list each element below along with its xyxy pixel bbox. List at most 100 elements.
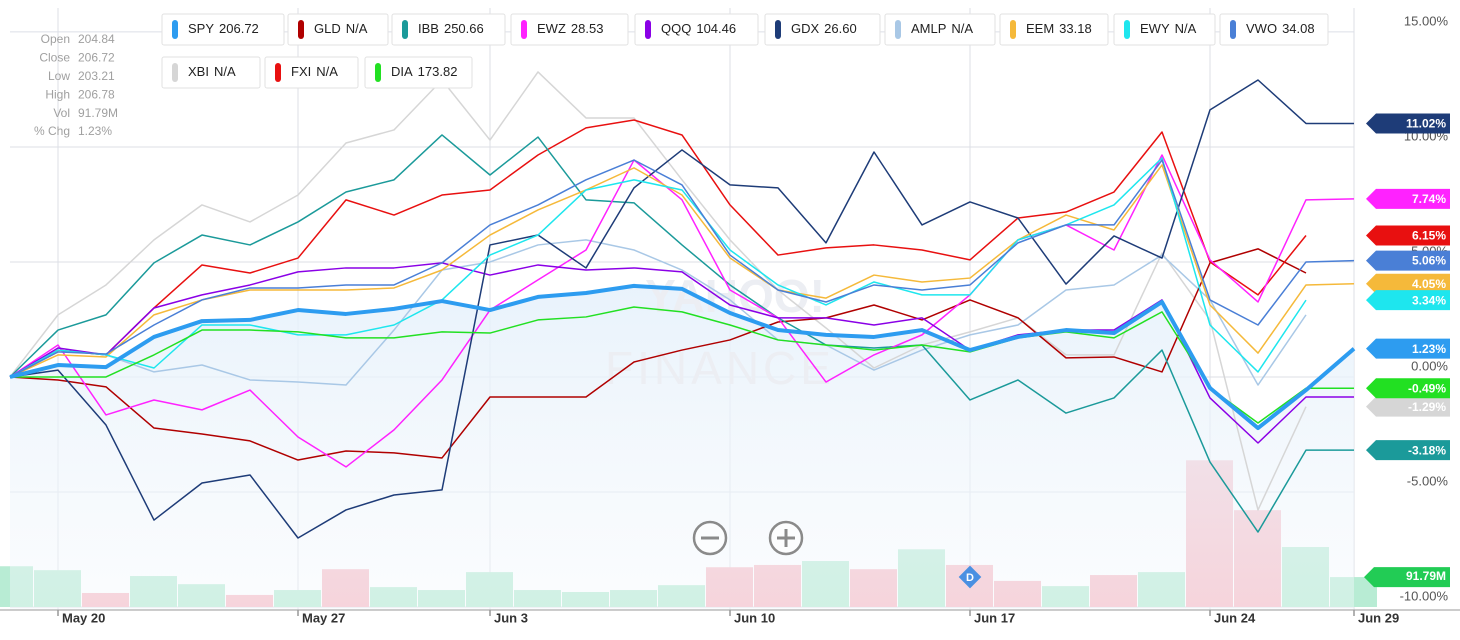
legend-quote: 26.60 [824, 21, 857, 36]
series-line [9, 71, 1307, 511]
legend-quote: N/A [214, 64, 236, 79]
legend-name: SPY [188, 21, 214, 36]
end-tag [1366, 225, 1450, 246]
legend-box [264, 56, 359, 89]
end-tag [1366, 396, 1450, 417]
legend-item[interactable]: GDX 26.60 [764, 13, 881, 46]
end-tag [1366, 113, 1450, 134]
legend-box [287, 13, 389, 46]
info-value: 206.72 [78, 51, 115, 65]
legend-label: FXI N/A [291, 64, 338, 79]
legend-swatch [1124, 20, 1130, 39]
legend-label: SPY 206.72 [188, 21, 259, 36]
series-line [9, 164, 1355, 378]
legend-swatch [775, 20, 781, 39]
end-tag [1366, 188, 1450, 209]
info-label: Vol [53, 106, 70, 120]
legend-item[interactable]: EEM 33.18 [999, 13, 1109, 46]
legend-item[interactable]: XBI N/A [161, 56, 261, 89]
legend-item[interactable]: DIA 173.82 [364, 56, 473, 89]
legend-item[interactable]: IBB 250.66 [391, 13, 506, 46]
legend-name: GDX [791, 21, 820, 36]
series-line [9, 134, 1354, 533]
legend-label: XBI N/A [188, 64, 236, 79]
end-tag [1366, 250, 1450, 271]
end-tag [1366, 378, 1450, 399]
area [10, 285, 1354, 610]
legend-name: EWZ [537, 21, 566, 36]
legend-swatch [645, 20, 651, 39]
legend-item[interactable]: FXI N/A [264, 56, 359, 89]
legend-box [884, 13, 996, 46]
legend-swatch [402, 20, 408, 39]
legend-label: EEM 33.18 [1026, 21, 1092, 36]
legend-name: EEM [1026, 21, 1054, 36]
y-tick-label: -5.00% [1407, 473, 1449, 488]
legend-item[interactable]: QQQ 104.46 [634, 13, 759, 46]
series-line [9, 239, 1307, 386]
end-tag [1366, 440, 1450, 461]
info-value: 206.78 [78, 87, 115, 101]
legend-quote: N/A [316, 64, 338, 79]
legend-name: AMLP [911, 21, 946, 36]
legend-name: EWY [1140, 21, 1170, 36]
legend-name: VWO [1246, 21, 1277, 36]
legend-item[interactable]: SPY 206.72 [161, 13, 285, 46]
volume-tag [1364, 567, 1450, 588]
legend-label: EWZ 28.53 [537, 21, 603, 36]
legend-item[interactable]: EWZ 28.53 [510, 13, 629, 46]
background-layer [0, 8, 1377, 610]
legend-item[interactable]: GLD N/A [287, 13, 389, 46]
y-tick-label: 15.00% [1404, 13, 1449, 28]
legend-quote: 28.53 [571, 21, 604, 36]
info-label: High [45, 87, 70, 101]
legend-box [764, 13, 881, 46]
legend-box [161, 56, 261, 89]
end-label: -1.29% [1408, 400, 1446, 414]
zoom-in-button[interactable] [768, 520, 804, 556]
legend-box [391, 13, 506, 46]
info-value: 1.23% [78, 124, 112, 138]
x-tick-label: Jun 3 [494, 610, 528, 625]
legend-swatch [298, 20, 304, 39]
legend-quote: 34.08 [1282, 21, 1315, 36]
legend-box [510, 13, 629, 46]
legend-quote: 104.46 [696, 21, 736, 36]
legend-box [634, 13, 759, 46]
series-line [9, 157, 1307, 378]
end-label: 4.05% [1412, 277, 1446, 291]
legend-quote: N/A [1175, 21, 1197, 36]
legend-swatch [895, 20, 901, 39]
end-tag [1366, 338, 1450, 359]
legend-item[interactable]: EWY N/A [1113, 13, 1216, 46]
legend-quote: N/A [346, 21, 368, 36]
zoom-out-button[interactable] [692, 520, 728, 556]
legend-swatch [521, 20, 527, 39]
end-label: -3.18% [1408, 443, 1446, 457]
watermark: FINANCE [605, 342, 835, 394]
event-marker-label: D [966, 572, 974, 584]
volume-label: 91.79M [1406, 569, 1446, 583]
legend-box [364, 56, 473, 89]
legend-label: VWO 34.08 [1246, 21, 1315, 36]
legend-name: DIA [391, 64, 413, 79]
overlay-layer: 15.00%10.00%5.00%0.00%-5.00%-10.00%May 2… [0, 13, 1460, 625]
legend-quote: N/A [951, 21, 973, 36]
x-tick-label: May 20 [62, 610, 105, 625]
x-tick-label: Jun 24 [1214, 610, 1256, 625]
x-tick-label: May 27 [302, 610, 345, 625]
y-tick-label: -10.00% [1400, 588, 1449, 603]
legend-box [999, 13, 1109, 46]
legend-item[interactable]: VWO 34.08 [1219, 13, 1329, 46]
series-line [9, 262, 1354, 444]
legend-label: GLD N/A [314, 21, 368, 36]
legend-item[interactable]: AMLP N/A [884, 13, 996, 46]
legend-swatch [172, 20, 178, 39]
end-tag [1366, 273, 1450, 294]
x-tick-label: Jun 17 [974, 610, 1015, 625]
series-line [9, 79, 1354, 539]
end-label: 6.15% [1412, 229, 1446, 243]
info-label: Low [48, 69, 70, 83]
legend-name: QQQ [661, 21, 691, 36]
